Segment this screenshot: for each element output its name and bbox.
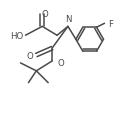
Text: O: O bbox=[42, 10, 49, 19]
Text: F: F bbox=[108, 20, 113, 28]
Text: HO: HO bbox=[10, 32, 23, 40]
Text: O: O bbox=[27, 51, 33, 60]
Text: O: O bbox=[57, 59, 64, 68]
Text: N: N bbox=[65, 15, 71, 24]
